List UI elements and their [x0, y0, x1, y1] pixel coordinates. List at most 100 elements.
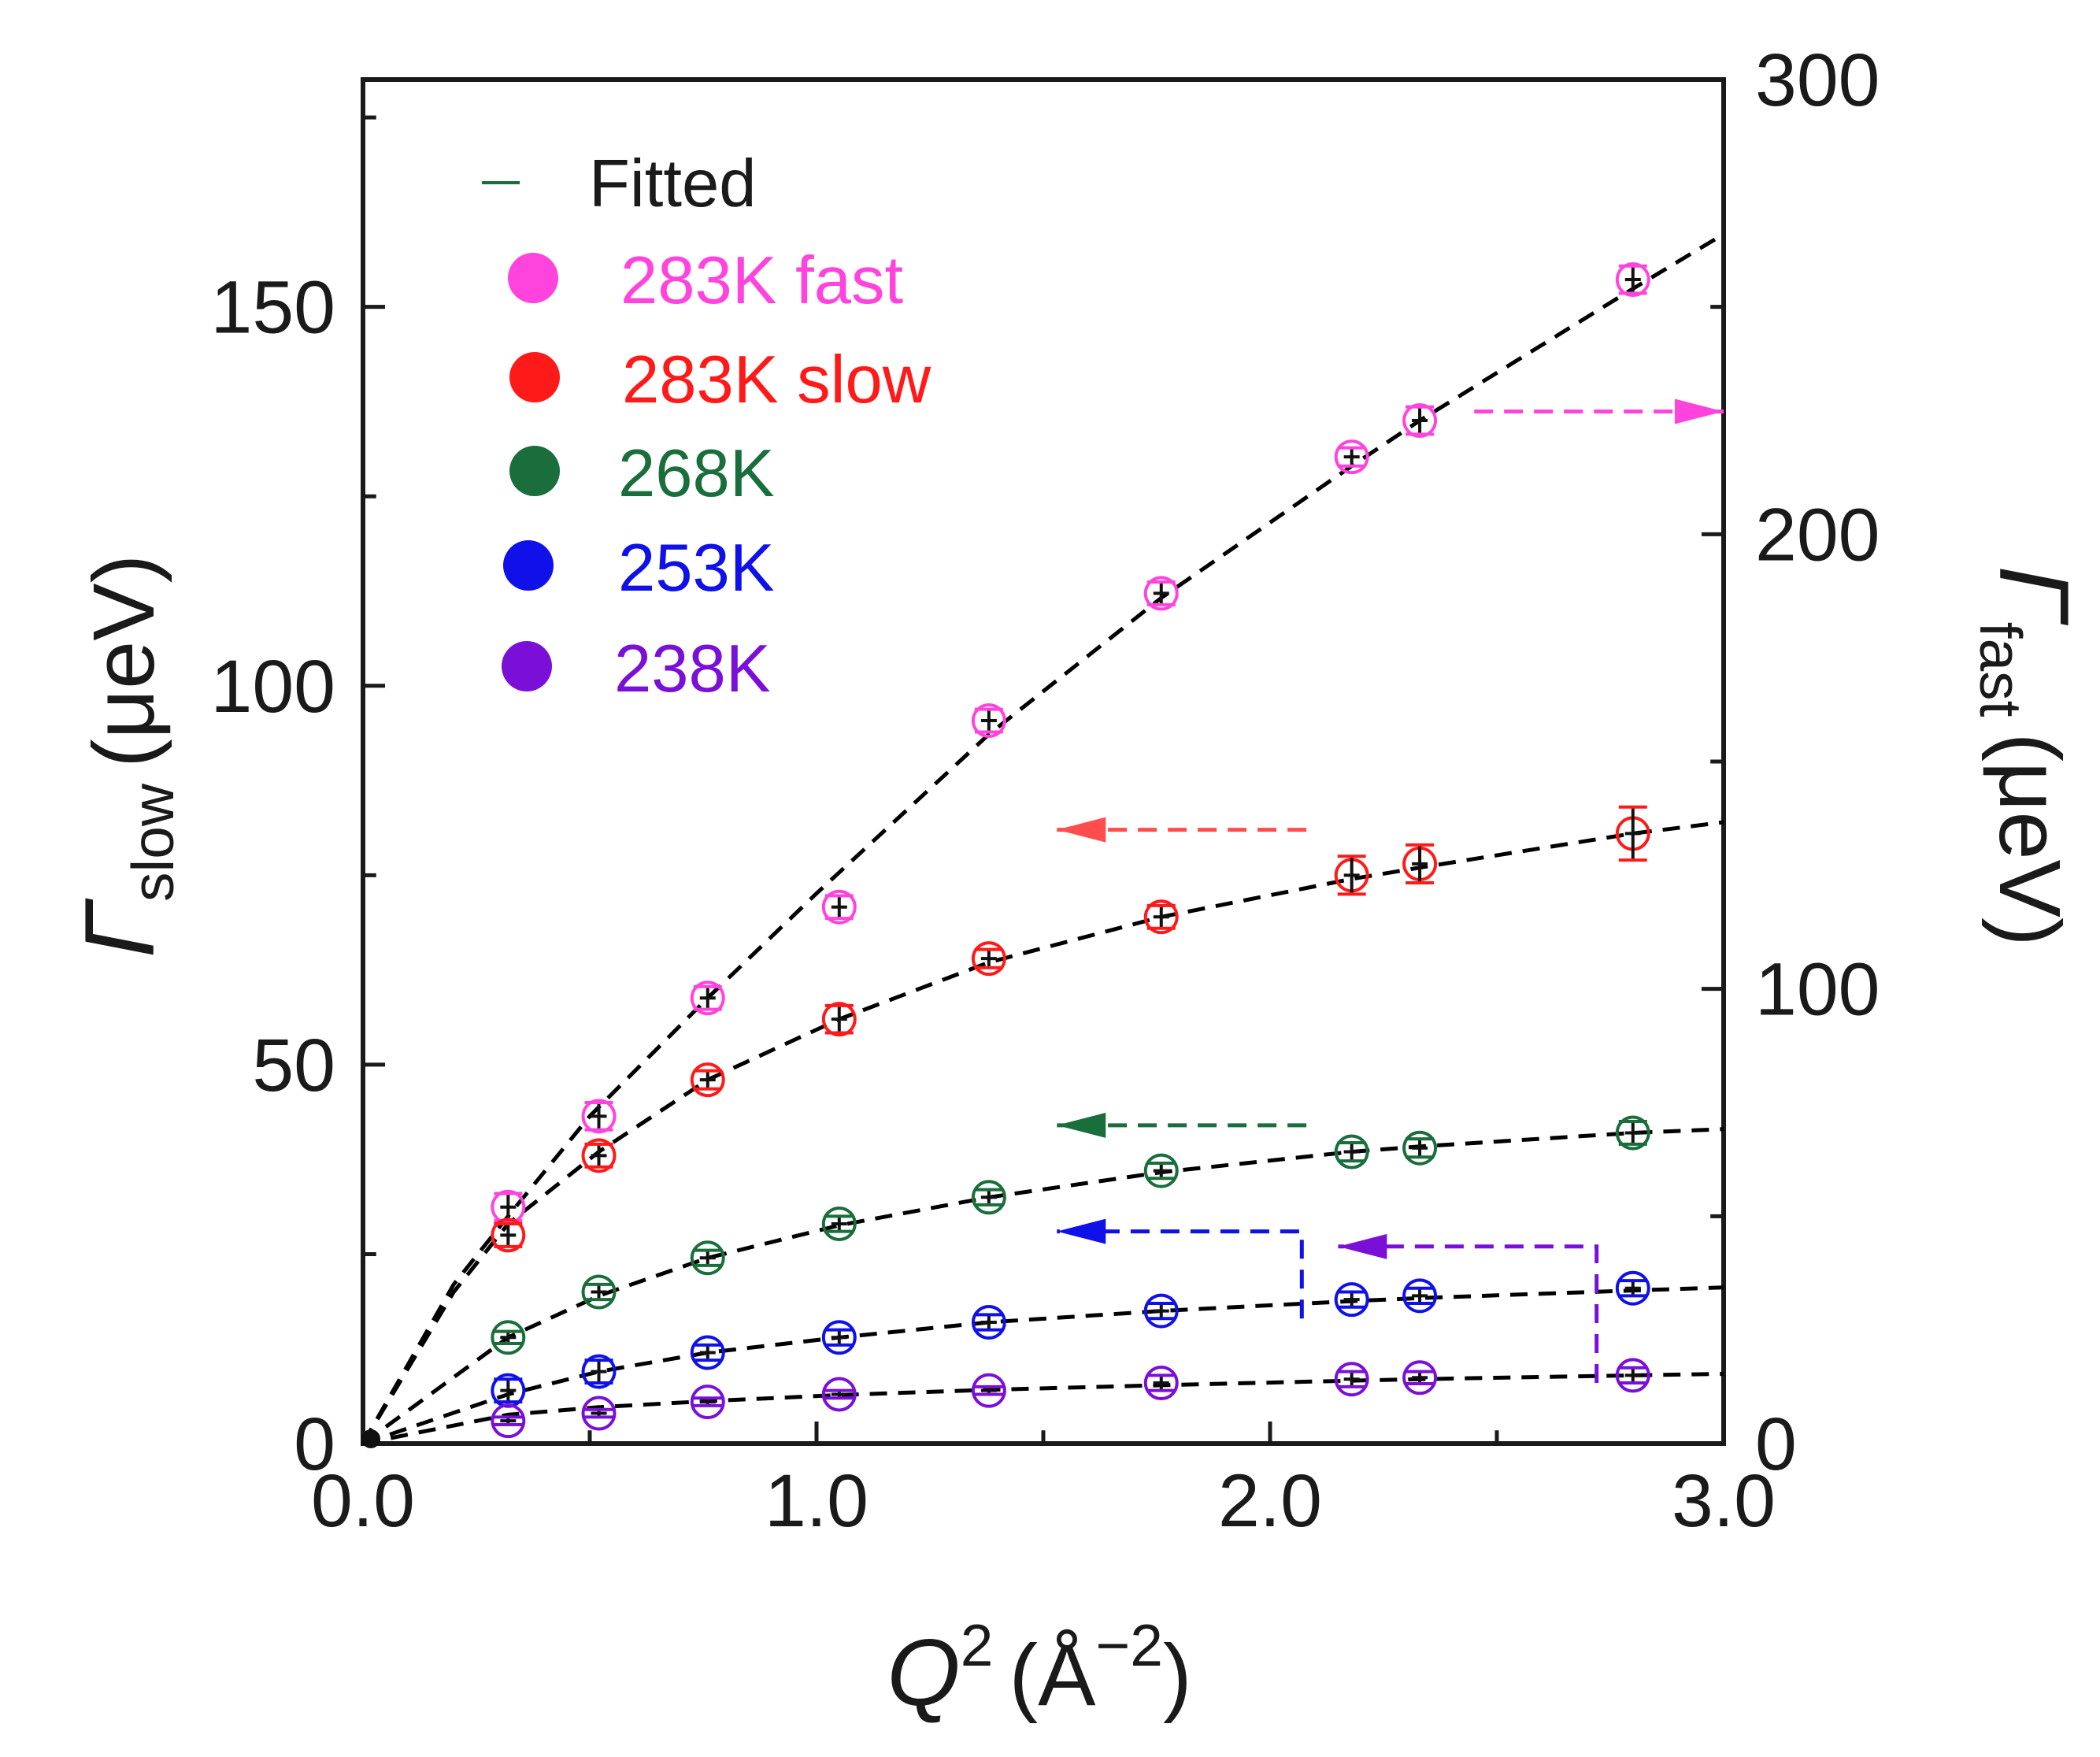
- fit-curve: [362, 1285, 1724, 1446]
- data-point: [1402, 843, 1438, 884]
- y-right-tick-label: 100: [1755, 948, 1880, 1032]
- indicator-arrow-line: [1057, 1229, 1304, 1319]
- data-point: [1402, 1130, 1438, 1166]
- data-point: [1615, 1270, 1650, 1306]
- data-point: [690, 1384, 725, 1420]
- x-axis-symbol: Q: [887, 1620, 960, 1725]
- legend-entries: 283K fast 283K slow 268K 253K 238K: [502, 243, 931, 706]
- x-tick-label: 1.0: [765, 1459, 869, 1543]
- data-point: [971, 703, 1006, 739]
- point-marker: [690, 1062, 725, 1098]
- point-marker: [971, 941, 1006, 977]
- point-marker: [1402, 1278, 1438, 1314]
- data-point: [821, 889, 857, 925]
- y-left-tick-label: 50: [252, 1024, 335, 1107]
- y-left-subscript: slow: [120, 783, 186, 902]
- data-point: [1615, 1358, 1650, 1393]
- data-point: [1615, 805, 1650, 862]
- y-left-tick-label: 0: [294, 1403, 335, 1486]
- data-point: [1402, 1360, 1438, 1396]
- point-marker: [1143, 1153, 1179, 1188]
- data-point: [971, 941, 1006, 977]
- indicator-arrowhead: [1338, 1233, 1387, 1259]
- indicator-arrowhead: [1057, 817, 1106, 843]
- data-point: [1402, 1278, 1438, 1314]
- legend-marker: [508, 253, 558, 303]
- x-axis-unit-close: ): [1163, 1627, 1192, 1724]
- point-marker: [971, 1373, 1006, 1408]
- point-marker: [1143, 576, 1179, 611]
- origin-point: [361, 1429, 380, 1448]
- data-point: [1143, 1366, 1179, 1401]
- indicator-arrow-line: [1338, 1244, 1599, 1383]
- point-marker: [491, 1218, 526, 1253]
- indicator-arrowhead: [1057, 1112, 1106, 1138]
- legend-label: 268K: [618, 436, 775, 511]
- y-right-symbol: Γ: [1979, 565, 2088, 625]
- x-axis-title: Q2 (Å−2): [887, 1612, 1191, 1725]
- data-point: [491, 1403, 526, 1439]
- point-marker: [971, 703, 1006, 739]
- legend: Fitted 283K fast 283K slow 268K 253K 238K: [482, 146, 931, 706]
- point-marker: [1334, 1282, 1369, 1318]
- data-point: [581, 1396, 617, 1431]
- point-marker: [581, 1396, 617, 1431]
- data-point: [1143, 1153, 1179, 1188]
- data-point: [690, 1240, 725, 1276]
- legend-label: 283K fast: [620, 243, 903, 318]
- point-marker: [690, 980, 725, 1016]
- y-right-tick-label: 300: [1755, 39, 1880, 122]
- data-point: [491, 1218, 526, 1253]
- y-right-unit: (μeV): [1981, 733, 2078, 947]
- data-point: [1615, 1115, 1650, 1151]
- data-point: [1334, 1282, 1369, 1318]
- y-right-tick-label: 200: [1755, 493, 1880, 576]
- y-left-unit: (μeV): [76, 554, 172, 768]
- legend-entry: 238K: [502, 632, 771, 706]
- point-marker: [821, 1377, 857, 1412]
- data-point: [1334, 1134, 1369, 1169]
- data-point: [821, 1320, 857, 1355]
- point-marker: [821, 1320, 857, 1355]
- point-marker: [1402, 403, 1438, 438]
- data-point: [581, 1274, 617, 1310]
- point-marker: [1402, 1130, 1438, 1166]
- point-marker: [1143, 1366, 1179, 1401]
- axis-indicator-arrows: [1057, 398, 1724, 1383]
- y-axis-left-title: Γslow (μeV): [65, 554, 186, 958]
- data-point: [1143, 899, 1179, 935]
- y-right-tick-label: 0: [1755, 1403, 1797, 1486]
- data-point: [690, 980, 725, 1016]
- data-point: [1143, 576, 1179, 611]
- legend-entry: 283K slow: [509, 343, 931, 417]
- fit-curves: [361, 232, 1725, 1446]
- indicator-arrowhead: [1057, 1218, 1106, 1244]
- point-marker: [821, 889, 857, 925]
- data-point: [971, 1305, 1006, 1340]
- point-marker: [581, 1354, 617, 1389]
- legend-label: 283K slow: [622, 343, 931, 417]
- fit-curve: [361, 820, 1724, 1445]
- point-marker: [1143, 1293, 1179, 1329]
- data-point: [581, 1099, 617, 1134]
- point-marker: [581, 1099, 617, 1134]
- data-point: [491, 1373, 526, 1408]
- legend-marker: [502, 641, 552, 691]
- point-marker: [581, 1274, 617, 1310]
- data-point: [581, 1138, 617, 1173]
- point-marker: [1615, 262, 1650, 298]
- data-point: [690, 1062, 725, 1098]
- point-marker: [1402, 1360, 1438, 1396]
- legend-marker: [503, 540, 554, 591]
- x-tick-label: 3.0: [1672, 1459, 1776, 1543]
- point-marker: [1615, 1115, 1650, 1151]
- point-marker: [491, 1320, 526, 1355]
- point-marker: [971, 1180, 1006, 1215]
- y-left-tick-label: 100: [210, 645, 335, 728]
- legend-entry: 283K fast: [508, 243, 903, 318]
- y-right-subscript: fast: [1968, 622, 2034, 717]
- x-axis-unit-exponent: −2: [1095, 1612, 1163, 1678]
- point-marker: [971, 1305, 1006, 1340]
